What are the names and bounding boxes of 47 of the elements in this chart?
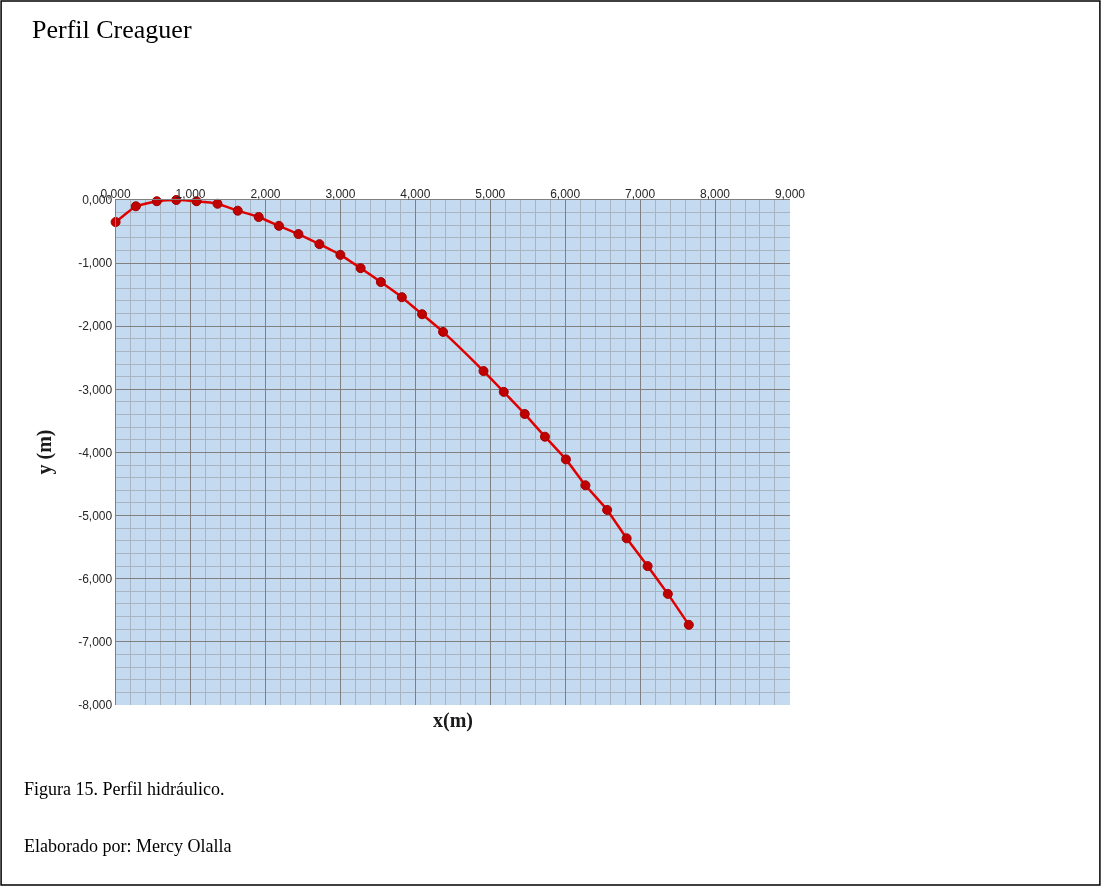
y-axis-title: y (m) [32, 429, 56, 475]
point [580, 480, 591, 491]
y-tick-label: -6,000 [78, 571, 113, 586]
point [355, 263, 366, 274]
point [314, 239, 325, 250]
x-tick-label: 6,000 [550, 187, 581, 202]
text: Elaborado por: Mercy Olalla [24, 836, 232, 856]
point [396, 292, 407, 303]
y-tick-label: -8,000 [78, 698, 113, 713]
x-tick-label: 3,000 [325, 187, 356, 202]
y-tick-label: -4,000 [78, 445, 113, 460]
x-tick-label: 9,000 [774, 187, 806, 202]
point [621, 533, 632, 544]
x-tick-label: 8,000 [700, 187, 731, 202]
point [602, 504, 613, 515]
y-tick-label: -5,000 [78, 508, 113, 523]
point [662, 588, 673, 599]
point [273, 220, 284, 231]
point [438, 326, 449, 337]
point [253, 212, 264, 223]
x-tick-label: 1,000 [175, 187, 206, 202]
x-tick-label: 2,000 [250, 187, 281, 202]
point [375, 277, 386, 288]
point [560, 454, 571, 465]
x-tick-label: 4,000 [400, 187, 431, 202]
point [417, 309, 428, 320]
point [151, 196, 162, 207]
y-tick-label: -1,000 [78, 256, 113, 271]
y-tick-label: -3,000 [78, 382, 113, 397]
point [683, 619, 694, 630]
point [642, 561, 653, 572]
y-tick-label: -7,000 [78, 635, 113, 650]
point [232, 205, 243, 216]
x-axis-title: x(m) [433, 709, 473, 732]
text: Figura 15. Perfil hidráulico. [24, 779, 225, 799]
x-tick-label: 5,000 [475, 187, 506, 202]
point [498, 386, 509, 397]
point [335, 249, 346, 260]
point [539, 431, 550, 442]
point [478, 366, 489, 377]
chart-title: Perfil Creaguer [32, 15, 192, 44]
point [212, 198, 223, 209]
x-tick-label: 7,000 [625, 187, 656, 202]
point [293, 229, 304, 240]
point [130, 201, 141, 212]
point [519, 408, 530, 419]
y-tick-label: -2,000 [78, 319, 113, 334]
